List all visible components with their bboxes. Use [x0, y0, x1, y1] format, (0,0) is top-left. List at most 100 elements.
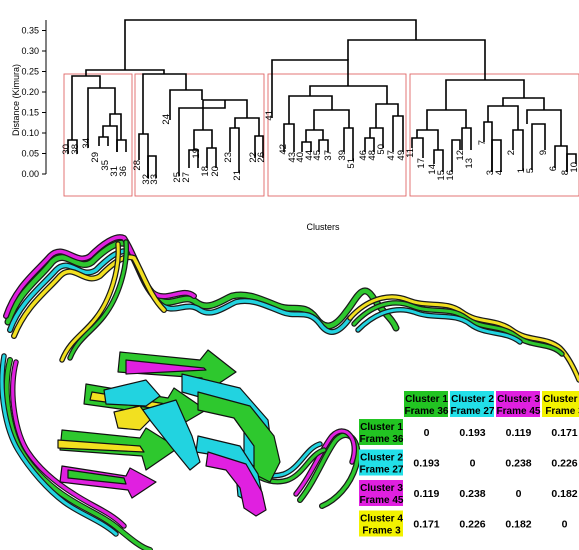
matrix-cell-bg — [496, 480, 540, 506]
dendrogram-link — [102, 125, 118, 152]
dendrogram-link — [566, 153, 577, 172]
dendrogram-link — [193, 129, 213, 150]
leaf-label: 29 — [90, 152, 101, 163]
cluster-box-4 — [409, 73, 579, 197]
column-header-cell — [496, 391, 540, 417]
leaf-label: 19 — [191, 148, 202, 159]
matrix-cell-bg — [450, 480, 494, 506]
leaf-label: 13 — [464, 158, 475, 169]
leaf-label: 49 — [396, 150, 407, 161]
matrix-cell: 0.238 — [505, 458, 531, 470]
leaf-label: 8 — [560, 170, 571, 175]
matrix-cell-bg — [450, 419, 494, 445]
y-tick-label: 0.20 — [21, 87, 39, 97]
leaf-label: 11 — [405, 148, 416, 158]
leaf-label: 6 — [548, 166, 559, 171]
leaf-label: 15 — [436, 170, 447, 181]
matrix-cell: 0.171 — [413, 519, 439, 531]
dendrogram-link — [531, 123, 546, 170]
dendrogram-link — [309, 85, 388, 104]
row-header-cell — [359, 510, 403, 537]
leaf-label: 18 — [200, 166, 211, 177]
dendrogram-link — [483, 121, 493, 172]
leaf-label: 28 — [132, 160, 143, 171]
leaf-label: 14 — [427, 164, 438, 175]
dendrogram-link — [512, 129, 524, 170]
leaf-label: 9 — [538, 150, 549, 155]
dendrogram-link — [124, 19, 417, 70]
leaf-label: 45 — [312, 150, 323, 161]
row-header-frame: Frame 27 — [360, 465, 404, 476]
dendrogram-link — [169, 89, 203, 120]
leaf-label: 21 — [232, 170, 243, 181]
leaf-label: 23 — [223, 152, 234, 163]
leaf-label: 3 — [485, 170, 496, 175]
x-axis-label: Clusters — [306, 222, 340, 232]
matrix-cell-bg — [450, 510, 494, 537]
row-header-cluster: Cluster 4 — [360, 514, 403, 525]
matrix-cell: 0.119 — [506, 427, 532, 439]
y-tick-label: 0.15 — [21, 108, 39, 118]
row-header-cluster: Cluster 3 — [360, 483, 403, 494]
dendrogram-link — [502, 97, 545, 110]
matrix-cell-bg — [404, 510, 448, 537]
leaf-label: 39 — [337, 150, 348, 161]
matrix-cell-bg — [542, 449, 579, 476]
y-ticks: 0.00 0.05 0.10 0.15 0.20 0.25 0.30 0.35 — [21, 26, 46, 179]
leaf-label: 24 — [161, 114, 172, 125]
leaf-label: 2 — [506, 150, 517, 155]
matrix-cell-bg — [404, 449, 448, 476]
cluster-boxes — [63, 73, 579, 197]
row-header-cell — [359, 449, 403, 476]
leaf-label: 43 — [287, 152, 298, 163]
dendrogram-link — [206, 147, 217, 168]
dendrogram-link — [451, 139, 461, 172]
matrix-cell: 0 — [516, 488, 522, 500]
leaf-label: 4 — [494, 170, 505, 175]
column-header-cluster: Cluster 4 — [543, 394, 579, 405]
leaf-label: 27 — [181, 172, 192, 183]
row-header-cluster: Cluster 2 — [360, 453, 403, 464]
y-tick-label: 0.35 — [21, 26, 39, 36]
matrix-cell: 0 — [562, 519, 568, 531]
matrix-cell-bg — [450, 449, 494, 476]
y-tick-label: 0.05 — [21, 149, 39, 159]
leaf-label: 12 — [455, 150, 466, 161]
leaf-label: 36 — [118, 166, 129, 177]
row-header-cluster: Cluster 1 — [360, 422, 403, 433]
column-header-frame: Frame 3 — [545, 406, 579, 417]
leaf-label: 22 — [248, 152, 259, 163]
leaf-label: 50 — [376, 144, 387, 155]
cluster-box-2 — [134, 73, 265, 197]
row-header-frame: Frame 3 — [362, 526, 401, 537]
leaf-label: 1 — [516, 168, 527, 173]
leaf-label: 34 — [81, 138, 92, 149]
leaf-label: 7 — [477, 140, 488, 145]
matrix-cell: 0.182 — [505, 519, 531, 531]
column-header-cluster: Cluster 1 — [405, 394, 448, 405]
matrix-cell: 0.226 — [551, 458, 577, 470]
matrix-cell-bg — [404, 480, 448, 506]
dendrogram-link — [416, 129, 439, 150]
column-header-frame: Frame 36 — [405, 406, 449, 417]
beta-sheets — [57, 349, 281, 517]
dendrogram-tree — [67, 19, 577, 178]
cluster-box-1 — [63, 73, 133, 197]
leaf-label: 35 — [100, 160, 111, 171]
matrix-cell: 0.226 — [459, 519, 485, 531]
leaf-label: 47 — [386, 150, 397, 161]
dendrogram-link — [313, 109, 350, 130]
leaf-label: 40 — [295, 152, 306, 163]
matrix-cell: 0.238 — [459, 488, 485, 500]
dendrogram-link — [147, 155, 157, 178]
matrix-cell: 0 — [424, 427, 430, 439]
leaf-label: 31 — [109, 166, 120, 177]
leaf-label: 5 — [525, 168, 536, 173]
dendrogram-link — [461, 127, 472, 150]
column-header-cell — [450, 391, 494, 417]
leaf-label: 17 — [416, 158, 427, 169]
matrix-cell-bg — [542, 480, 579, 506]
